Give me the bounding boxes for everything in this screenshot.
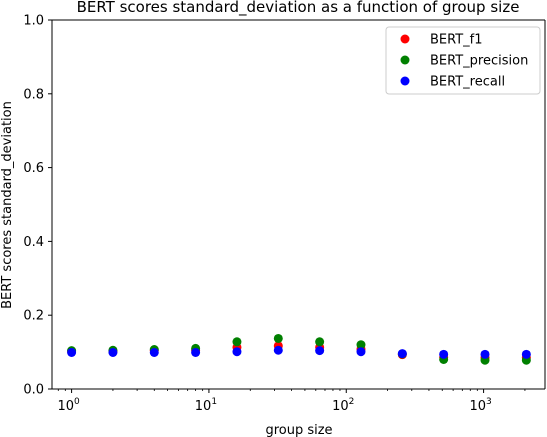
x-axis-label: group size: [265, 423, 332, 437]
plot-area: [51, 19, 546, 390]
data-point: [356, 340, 366, 350]
legend: BERT_f1 BERT_precision BERT_recall: [385, 26, 541, 95]
data-point: [149, 347, 159, 357]
y-axis-ticks: 0.0 0.2 0.4 0.6 0.8 1.0: [23, 14, 52, 398]
y-tick-label: 0.8: [23, 87, 44, 102]
x-tick-label: 102: [332, 397, 354, 414]
data-point: [397, 349, 407, 359]
series-BERT_precision: [67, 333, 531, 365]
legend-label: BERT_f1: [430, 33, 483, 48]
legend-label: BERT_precision: [430, 54, 528, 69]
data-point: [273, 333, 283, 343]
y-tick-label: 0.2: [23, 309, 44, 324]
data-point: [521, 349, 531, 359]
legend-label: BERT_recall: [430, 75, 505, 90]
y-axis-label: BERT scores standard_deviation: [0, 101, 15, 309]
legend-marker: [400, 76, 410, 86]
x-tick-label: 103: [469, 397, 491, 414]
legend-marker: [400, 55, 410, 65]
y-tick-label: 0.0: [23, 383, 44, 398]
data-point: [232, 347, 242, 357]
x-tick-label: 100: [57, 397, 80, 414]
data-point: [191, 347, 201, 357]
legend-marker: [400, 34, 410, 44]
x-tick-label: 101: [195, 397, 217, 414]
data-point: [273, 345, 283, 355]
data-point: [356, 347, 366, 357]
data-point: [67, 347, 77, 357]
series-BERT_f1: [67, 341, 531, 363]
data-points: [67, 333, 531, 365]
legend-box: [385, 26, 541, 95]
data-point: [480, 349, 490, 359]
series-BERT_recall: [67, 345, 531, 359]
y-tick-label: 0.6: [23, 161, 44, 176]
data-point: [232, 337, 242, 347]
data-point: [315, 337, 325, 347]
data-point: [315, 346, 325, 356]
data-point: [108, 347, 118, 357]
y-tick-label: 0.4: [23, 235, 44, 250]
y-tick-label: 1.0: [23, 14, 44, 29]
x-axis-ticks: 100 101 102 103: [57, 389, 526, 414]
data-point: [439, 349, 449, 359]
chart-title: BERT scores standard_deviation as a func…: [77, 0, 520, 17]
